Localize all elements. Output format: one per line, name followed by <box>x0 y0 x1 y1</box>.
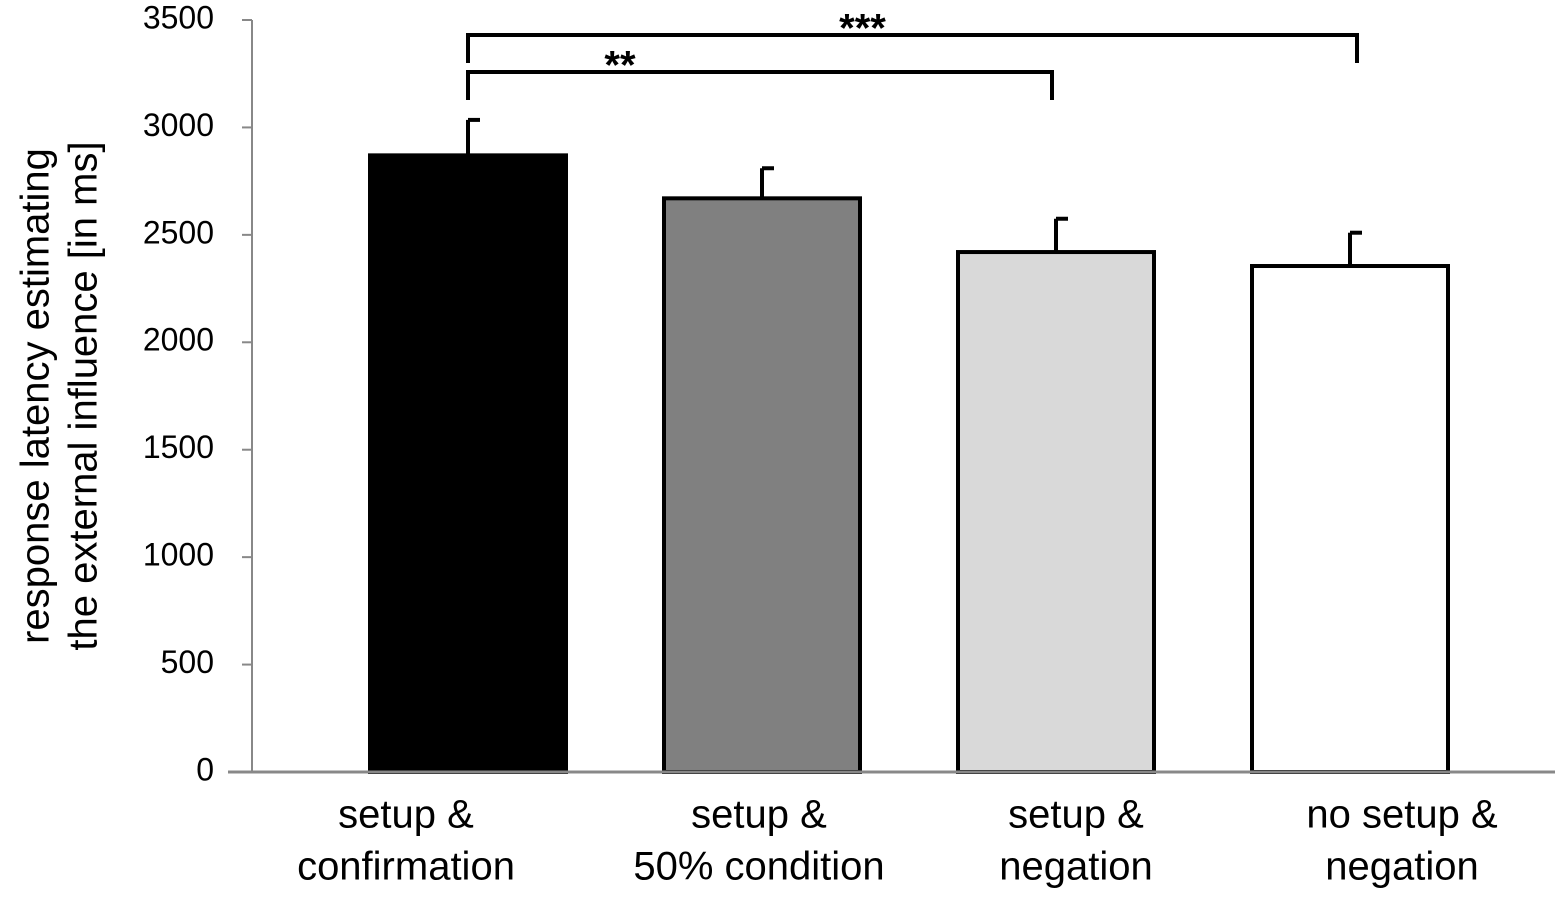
x-tick-label: setup & <box>691 793 827 837</box>
y-tick-label: 3500 <box>143 0 214 35</box>
significance-label: ** <box>604 44 636 88</box>
x-tick-label: no setup & <box>1306 793 1498 837</box>
bar <box>956 250 1156 774</box>
y-tick-label: 2500 <box>143 214 214 250</box>
y-tick-label: 0 <box>196 751 214 787</box>
y-tick-label: 500 <box>161 644 214 680</box>
y-axis-label: response latency estimating <box>14 148 58 644</box>
x-tick-label: confirmation <box>297 845 515 889</box>
significance-bracket <box>466 70 1054 100</box>
y-tick-label: 3000 <box>143 107 214 143</box>
x-tick-label: negation <box>999 845 1152 889</box>
bar <box>662 196 862 774</box>
x-tick-label: negation <box>1325 845 1478 889</box>
bar <box>368 153 568 775</box>
bar <box>1250 264 1450 774</box>
y-tick-label: 1000 <box>143 537 214 573</box>
x-tick-label: setup & <box>1008 793 1144 837</box>
x-tick-label: setup & <box>338 793 474 837</box>
y-tick-label: 1500 <box>143 429 214 465</box>
y-axis-label: the external influence [in ms] <box>62 141 106 650</box>
significance-label: *** <box>839 7 886 51</box>
x-tick-label: 50% condition <box>633 845 884 889</box>
y-tick-label: 2000 <box>143 322 214 358</box>
significance-bracket <box>466 33 1359 63</box>
